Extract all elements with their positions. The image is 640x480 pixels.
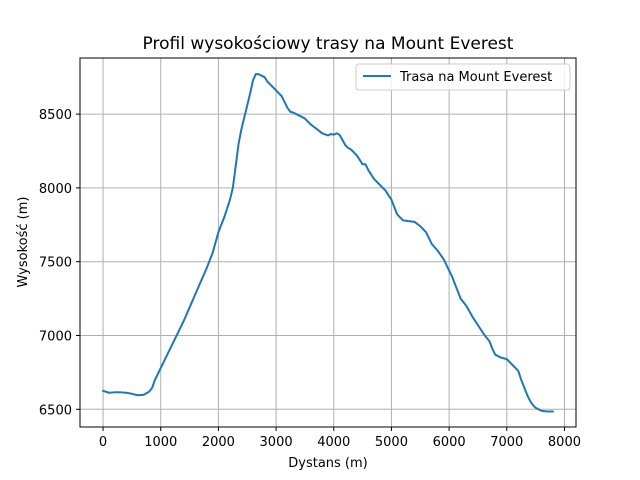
legend-label: Trasa na Mount Everest — [399, 70, 552, 85]
x-tick-label: 5000 — [375, 435, 408, 450]
x-tick-label: 6000 — [433, 435, 466, 450]
grid-lines — [80, 58, 576, 427]
chart-title: Profil wysokościowy trasy na Mount Evere… — [143, 34, 514, 54]
series-group — [102, 72, 554, 413]
x-tick-label: 7000 — [490, 435, 523, 450]
x-axis-label: Dystans (m) — [288, 456, 368, 471]
legend: Trasa na Mount Everest — [355, 63, 571, 91]
y-tick-label: 8500 — [39, 108, 72, 123]
legend-box — [355, 63, 571, 91]
x-tick-label: 4000 — [317, 435, 350, 450]
x-tick-label: 2000 — [202, 435, 235, 450]
y-tick-label: 6500 — [39, 403, 72, 418]
x-tick-label: 1000 — [144, 435, 177, 450]
plot-area-frame — [79, 57, 577, 428]
series-line — [102, 72, 554, 413]
y-axis-ticks: 6500 7000 7500 8000 8500 — [39, 108, 80, 418]
y-tick-label: 8000 — [39, 182, 72, 197]
x-tick-label: 0 — [99, 435, 107, 450]
y-tick-label: 7500 — [39, 256, 72, 271]
x-axis-ticks: 0 1000 2000 3000 4000 5000 6000 7000 8000 — [99, 427, 581, 450]
x-tick-label: 3000 — [260, 435, 293, 450]
x-tick-label: 8000 — [548, 435, 581, 450]
y-tick-label: 7000 — [39, 329, 72, 344]
y-axis-label: Wysokość (m) — [16, 197, 31, 288]
